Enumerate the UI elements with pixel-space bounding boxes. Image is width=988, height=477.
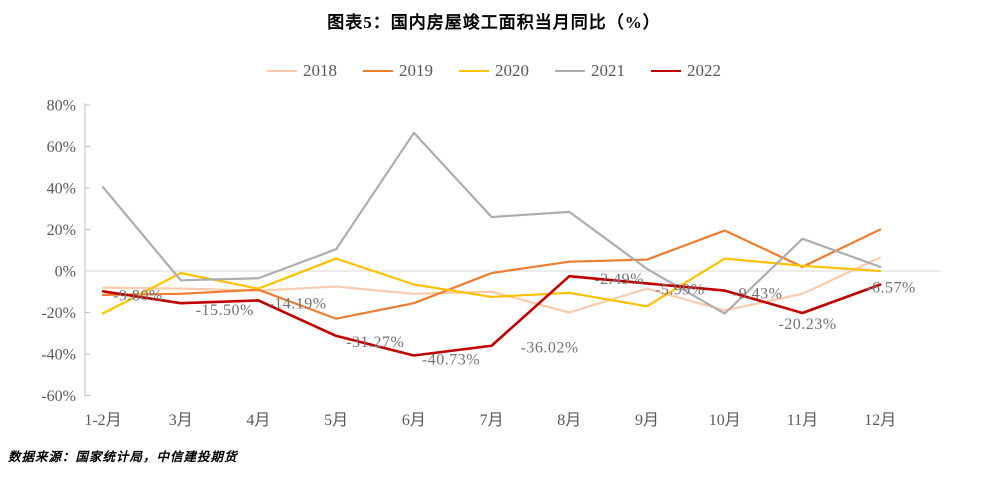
y-tick-label: 0%: [55, 264, 76, 281]
legend-swatch-2018: [267, 69, 297, 73]
x-tick-label: 1-2月: [84, 412, 121, 429]
x-tick-label: 5月: [324, 412, 348, 429]
x-tick-label: 4月: [246, 412, 270, 429]
legend-label-2019: 2019: [399, 61, 433, 80]
legend-label-2020: 2020: [495, 61, 529, 80]
legend-label-2022: 2022: [687, 61, 721, 80]
legend-item-2022: 2022: [651, 61, 721, 81]
x-tick-label: 12月: [864, 412, 896, 429]
x-tick-label: 11月: [787, 412, 818, 429]
y-tick-label: -40%: [41, 347, 76, 364]
data-label-2022: -9.80%: [113, 287, 163, 304]
x-tick-label: 9月: [635, 412, 659, 429]
x-tick-label: 6月: [402, 412, 426, 429]
legend-item-2021: 2021: [555, 61, 625, 81]
data-label-2022: -31.27%: [346, 334, 404, 351]
x-tick-label: 10月: [709, 412, 741, 429]
data-label-2022: -2.49%: [594, 271, 644, 288]
legend-swatch-2021: [555, 69, 585, 73]
legend-label-2021: 2021: [591, 61, 625, 80]
data-label-2022: -9.43%: [733, 286, 783, 303]
legend-item-2020: 2020: [459, 61, 529, 81]
data-label-2022: -20.23%: [778, 316, 836, 333]
series-line-2022: [101, 274, 882, 357]
data-label-2022: -5.99%: [655, 281, 705, 298]
series-line-2020: [101, 257, 882, 315]
data-label-2022: -36.02%: [521, 340, 579, 357]
chart-title: 图表5：国内房屋竣工面积当月同比（%）: [327, 13, 661, 32]
data-label-2022: -15.50%: [196, 302, 254, 319]
y-tick-label: 80%: [47, 98, 76, 115]
chart-legend: 2018 2019 2020 2021 2022: [0, 61, 988, 81]
y-tick-label: 40%: [47, 181, 76, 198]
legend-item-2018: 2018: [267, 61, 337, 81]
x-tick-label: 3月: [169, 412, 193, 429]
legend-swatch-2020: [459, 69, 489, 73]
series-line-2019: [101, 228, 882, 320]
legend-swatch-2022: [651, 69, 681, 73]
source-note: 数据来源：国家统计局，中信建投期货: [8, 450, 238, 464]
series-line-2021: [101, 131, 882, 315]
legend-item-2019: 2019: [363, 61, 433, 81]
data-label-2022: -40.73%: [422, 352, 480, 369]
data-label-2022: -14.19%: [268, 295, 326, 312]
x-tick-label: 7月: [480, 412, 504, 429]
legend-label-2018: 2018: [303, 61, 337, 80]
y-tick-label: 20%: [47, 222, 76, 239]
data-label-2022: -6.57%: [866, 280, 916, 297]
y-tick-label: -20%: [41, 305, 76, 322]
x-tick-label: 8月: [557, 412, 581, 429]
legend-swatch-2019: [363, 69, 393, 73]
y-tick-label: 60%: [47, 139, 76, 156]
y-tick-label: -60%: [41, 388, 76, 405]
